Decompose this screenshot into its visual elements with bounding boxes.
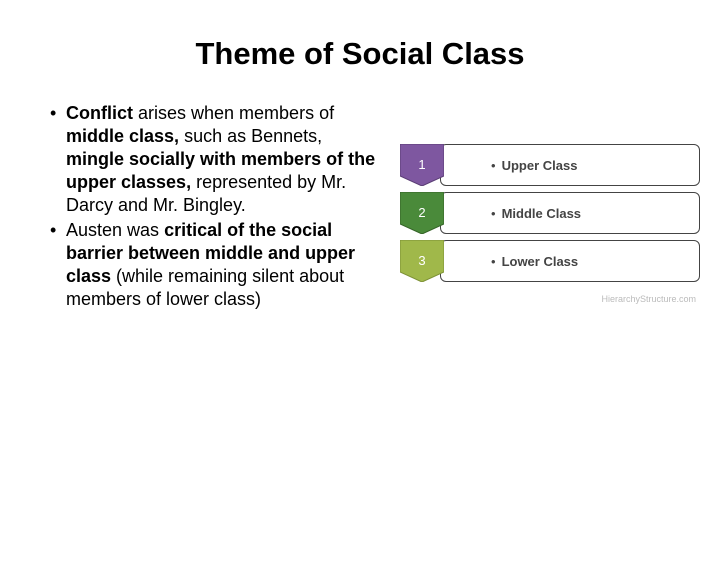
hierarchy-box: • Upper Class — [440, 144, 700, 186]
attribution-text: HierarchyStructure.com — [601, 294, 696, 304]
hierarchy-label: Upper Class — [502, 158, 578, 173]
content-area: Conflict arises when members of middle c… — [0, 102, 720, 313]
hierarchy-label: Middle Class — [502, 206, 581, 221]
hierarchy-row: 3 • Lower Class — [400, 240, 700, 282]
hierarchy-diagram: 1 • Upper Class 2 • Middle Class — [400, 144, 700, 282]
bullet-list: Conflict arises when members of middle c… — [50, 102, 380, 311]
hierarchy-tab: 2 — [400, 192, 444, 234]
hierarchy-number: 1 — [418, 157, 425, 172]
hierarchy-box: • Middle Class — [440, 192, 700, 234]
right-column: 1 • Upper Class 2 • Middle Class — [400, 102, 700, 313]
hierarchy-label: Lower Class — [502, 254, 579, 269]
hierarchy-number: 2 — [418, 205, 425, 220]
hierarchy-box: • Lower Class — [440, 240, 700, 282]
left-column: Conflict arises when members of middle c… — [50, 102, 380, 313]
hierarchy-row: 2 • Middle Class — [400, 192, 700, 234]
bullet-dot-icon: • — [491, 158, 496, 173]
bullet-item: Conflict arises when members of middle c… — [50, 102, 380, 217]
page-title: Theme of Social Class — [0, 36, 720, 72]
hierarchy-number: 3 — [418, 253, 425, 268]
hierarchy-tab: 3 — [400, 240, 444, 282]
hierarchy-row: 1 • Upper Class — [400, 144, 700, 186]
hierarchy-tab: 1 — [400, 144, 444, 186]
bullet-dot-icon: • — [491, 254, 496, 269]
bullet-item: Austen was critical of the social barrie… — [50, 219, 380, 311]
bullet-dot-icon: • — [491, 206, 496, 221]
